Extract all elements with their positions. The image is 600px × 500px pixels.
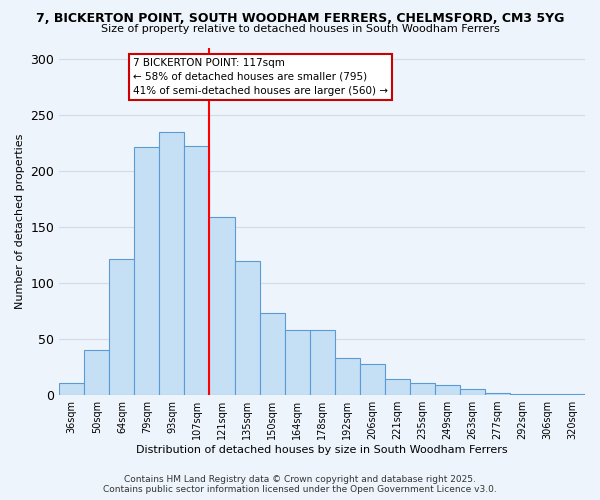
Bar bbox=[535, 394, 560, 395]
Bar bbox=[510, 394, 535, 395]
Bar bbox=[284, 330, 310, 395]
Bar bbox=[435, 385, 460, 395]
Bar bbox=[235, 260, 260, 395]
Bar bbox=[59, 382, 85, 395]
Bar bbox=[184, 146, 209, 395]
Text: Size of property relative to detached houses in South Woodham Ferrers: Size of property relative to detached ho… bbox=[101, 24, 499, 34]
Bar bbox=[85, 350, 109, 395]
Y-axis label: Number of detached properties: Number of detached properties bbox=[15, 134, 25, 309]
Bar bbox=[410, 382, 435, 395]
Bar bbox=[385, 380, 410, 395]
Text: 7, BICKERTON POINT, SOUTH WOODHAM FERRERS, CHELMSFORD, CM3 5YG: 7, BICKERTON POINT, SOUTH WOODHAM FERRER… bbox=[36, 12, 564, 26]
Text: Contains HM Land Registry data © Crown copyright and database right 2025.
Contai: Contains HM Land Registry data © Crown c… bbox=[103, 474, 497, 494]
Bar bbox=[260, 313, 284, 395]
Bar bbox=[359, 364, 385, 395]
Bar bbox=[460, 390, 485, 395]
X-axis label: Distribution of detached houses by size in South Woodham Ferrers: Distribution of detached houses by size … bbox=[136, 445, 508, 455]
Text: 7 BICKERTON POINT: 117sqm
← 58% of detached houses are smaller (795)
41% of semi: 7 BICKERTON POINT: 117sqm ← 58% of detac… bbox=[133, 58, 388, 96]
Bar bbox=[560, 394, 585, 395]
Bar bbox=[485, 393, 510, 395]
Bar bbox=[134, 148, 160, 395]
Bar bbox=[160, 132, 184, 395]
Bar bbox=[310, 330, 335, 395]
Bar bbox=[109, 260, 134, 395]
Bar bbox=[335, 358, 359, 395]
Bar bbox=[209, 217, 235, 395]
